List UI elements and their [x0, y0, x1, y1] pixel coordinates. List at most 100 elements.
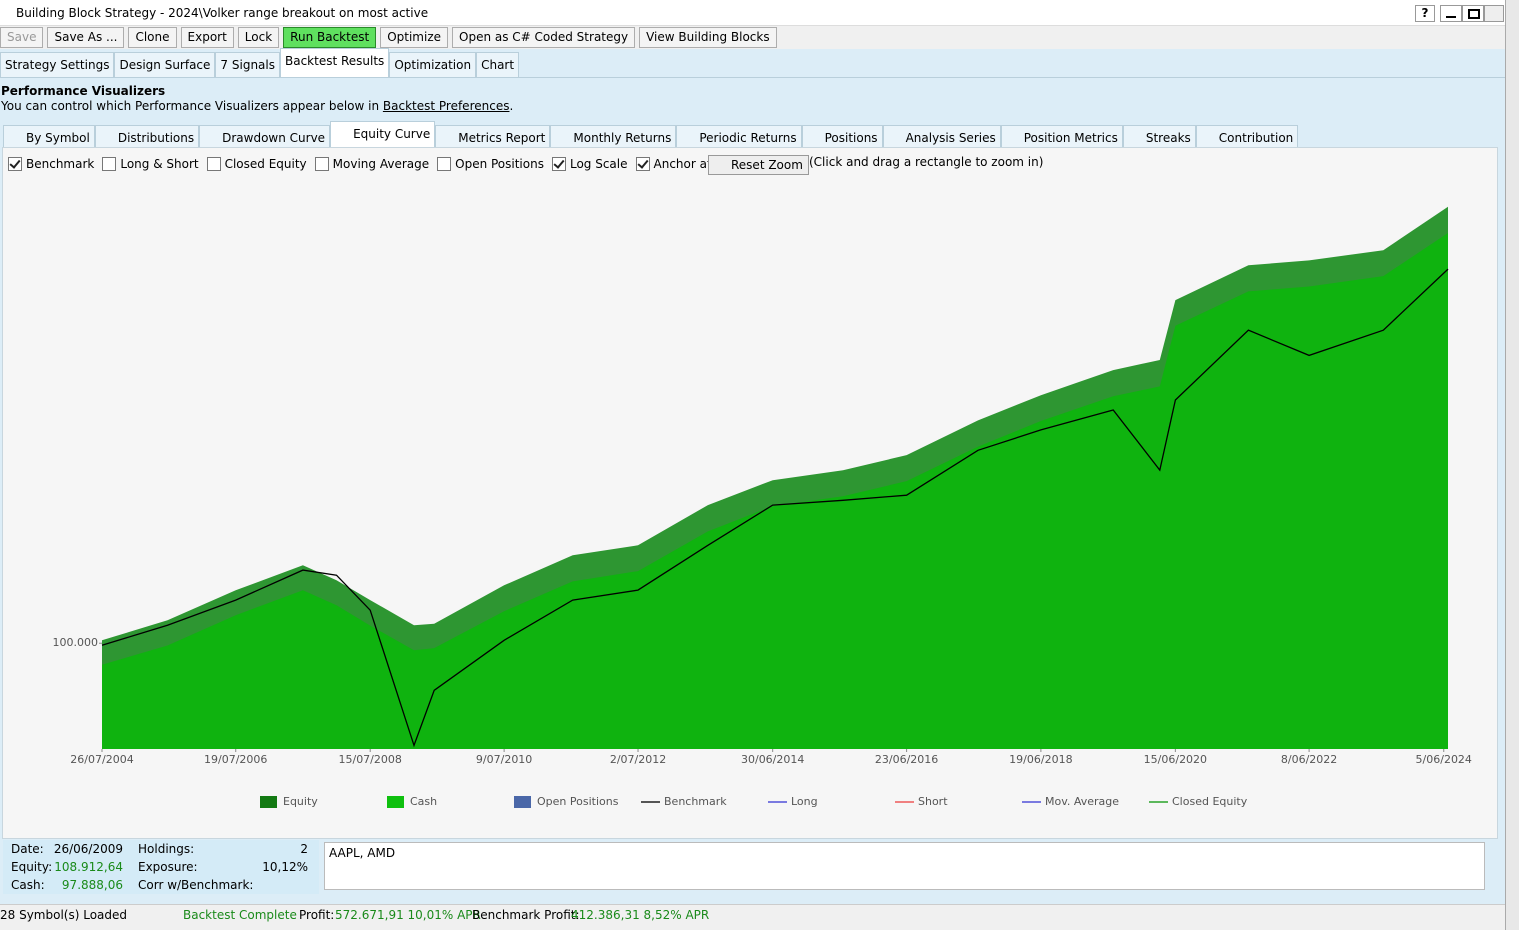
- option-label[interactable]: Open Positions: [455, 157, 544, 171]
- visualizer-tab[interactable]: Streaks: [1122, 125, 1196, 150]
- toolbar: Save Save As ... Clone Export Lock Run Backte…: [0, 27, 781, 48]
- maximize-button[interactable]: [1462, 5, 1484, 22]
- visualizer-tab[interactable]: Position Metrics: [1000, 125, 1123, 150]
- option-label[interactable]: Closed Equity: [224, 157, 307, 171]
- checkbox[interactable]: [314, 157, 329, 171]
- section-text: You can control which Performance Visual…: [1, 99, 513, 113]
- legend-label: Equity: [283, 795, 318, 808]
- title-bar: Building Block Strategy - 2024\Volker ra…: [0, 0, 1505, 26]
- checkbox[interactable]: [551, 157, 566, 171]
- x-tick-label: 9/07/2010: [476, 753, 532, 766]
- tab[interactable]: Design Surface: [114, 52, 216, 77]
- info-value: 97.888,06: [61, 878, 123, 892]
- legend-swatch: [260, 796, 277, 808]
- option[interactable]: Moving Average: [314, 157, 430, 171]
- tab[interactable]: Strategy Settings: [0, 52, 115, 77]
- option-label[interactable]: Moving Average: [332, 157, 430, 171]
- benchmark-profit-label: Benchmark Profit:: [472, 908, 580, 922]
- info-value: 2: [300, 842, 308, 856]
- legend-label: Mov. Average: [1045, 795, 1119, 808]
- legend-swatch: [387, 796, 404, 808]
- option[interactable]: Log Scale: [551, 157, 628, 171]
- option-label[interactable]: Log Scale: [569, 157, 628, 171]
- toolbar-button[interactable]: Save: [0, 27, 44, 48]
- x-tick-label: 5/06/2024: [1416, 753, 1472, 766]
- y-tick-label: 100.000: [53, 636, 99, 649]
- toolbar-button[interactable]: Save As ...: [47, 27, 125, 48]
- visualizer-tabs: By Symbol Distributions Drawdown Curve Equi…: [3, 121, 1299, 150]
- checkbox[interactable]: [8, 157, 22, 171]
- legend-label: Closed Equity: [1172, 795, 1248, 808]
- toolbar-button[interactable]: View Building Blocks: [639, 27, 777, 48]
- tab[interactable]: Chart: [476, 52, 520, 77]
- checkbox[interactable]: [437, 157, 452, 171]
- tab[interactable]: 7 Signals: [215, 52, 280, 77]
- visualizer-tab[interactable]: Metrics Report: [435, 125, 551, 150]
- minimize-button[interactable]: [1440, 5, 1462, 22]
- legend-label: Benchmark: [664, 795, 727, 808]
- tab[interactable]: Optimization: [389, 52, 477, 77]
- reset-zoom-button[interactable]: Reset Zoom: [708, 155, 809, 175]
- tab[interactable]: Backtest Results: [279, 48, 390, 77]
- profit: 572.671,91 10,01% APR: [335, 908, 481, 922]
- text: .: [509, 99, 514, 113]
- x-tick-label: 19/07/2006: [204, 753, 267, 766]
- option[interactable]: Long & Short: [102, 157, 199, 171]
- text: You can control which Performance Visual…: [1, 99, 383, 113]
- visualizer-tab[interactable]: Periodic Returns: [676, 125, 802, 150]
- visualizer-tab[interactable]: Monthly Returns: [550, 125, 677, 150]
- close-button[interactable]: [1484, 5, 1504, 22]
- visualizer-tab[interactable]: Contribution: [1195, 125, 1299, 150]
- side-strip: [1505, 0, 1519, 930]
- checkbox[interactable]: [206, 157, 221, 171]
- toolbar-button[interactable]: Run Backtest: [283, 27, 377, 48]
- benchmark-line: [101, 268, 1449, 748]
- status-bar: 28 Symbol(s) Loaded Backtest Complete Pr…: [0, 904, 1505, 925]
- x-tick-label: 23/06/2016: [875, 753, 938, 766]
- info-panel: Date: 26/06/2009 Holdings: 2 Equity: 108.912,…: [3, 840, 319, 894]
- visualizer-tab[interactable]: Distributions: [94, 125, 200, 150]
- visualizer-tab[interactable]: Analysis Series: [882, 125, 1001, 150]
- toolbar-button[interactable]: Lock: [237, 27, 280, 48]
- help-button[interactable]: ?: [1415, 5, 1435, 22]
- checkbox[interactable]: [102, 157, 117, 171]
- info-value: 108.912,64: [54, 860, 123, 874]
- info-label: Holdings:: [138, 842, 195, 856]
- profit-label: Profit:: [299, 908, 335, 922]
- zoom-hint: (Click and drag a rectangle to zoom in): [809, 155, 1044, 169]
- toolbar-button[interactable]: Export: [180, 27, 234, 48]
- option-label[interactable]: Benchmark: [26, 157, 95, 171]
- info-label: Corr w/Benchmark:: [138, 878, 254, 892]
- toolbar-button[interactable]: Open as C# Coded Strategy: [452, 27, 636, 48]
- visualizer-tab[interactable]: Positions: [801, 125, 883, 150]
- legend-label: Open Positions: [537, 795, 619, 808]
- option-label[interactable]: Long & Short: [120, 157, 199, 171]
- option[interactable]: Benchmark: [8, 157, 94, 171]
- visualizer-tab[interactable]: Equity Curve: [330, 121, 436, 150]
- info-label: Date:: [11, 842, 44, 856]
- info-value: 26/06/2009: [53, 842, 123, 856]
- x-tick-label: 15/07/2008: [338, 753, 401, 766]
- chart: 100.000 26/07/2004 19/07/2006 15/07/2008 9/0…: [53, 206, 1472, 808]
- option[interactable]: Closed Equity: [206, 157, 307, 171]
- toolbar-button[interactable]: Clone: [128, 27, 177, 48]
- benchmark-profit: 412.386,31 8,52% APR: [571, 908, 710, 922]
- option[interactable]: Open Positions: [437, 157, 544, 171]
- checkbox[interactable]: [635, 157, 650, 171]
- visualizer-tab[interactable]: Drawdown Curve: [199, 125, 331, 150]
- x-tick-label: 15/06/2020: [1144, 753, 1207, 766]
- legend-label: Cash: [410, 795, 437, 808]
- chart-options: Benchmark Long & Short Closed Equity Moving…: [8, 157, 751, 171]
- backtest-state: Backtest Complete: [183, 908, 297, 922]
- positions-box: AAPL, AMD: [324, 842, 1485, 890]
- info-label: Equity:: [11, 860, 53, 874]
- x-tick-label: 30/06/2014: [741, 753, 804, 766]
- tab-rule: [0, 77, 1505, 78]
- toolbar-button[interactable]: Optimize: [380, 27, 448, 48]
- x-tick-label: 8/06/2022: [1281, 753, 1337, 766]
- preferences-link[interactable]: Backtest Preferences: [382, 99, 510, 113]
- area: [102, 233, 1448, 749]
- visualizer-tab[interactable]: By Symbol: [3, 125, 95, 150]
- legend-swatch: [514, 796, 531, 808]
